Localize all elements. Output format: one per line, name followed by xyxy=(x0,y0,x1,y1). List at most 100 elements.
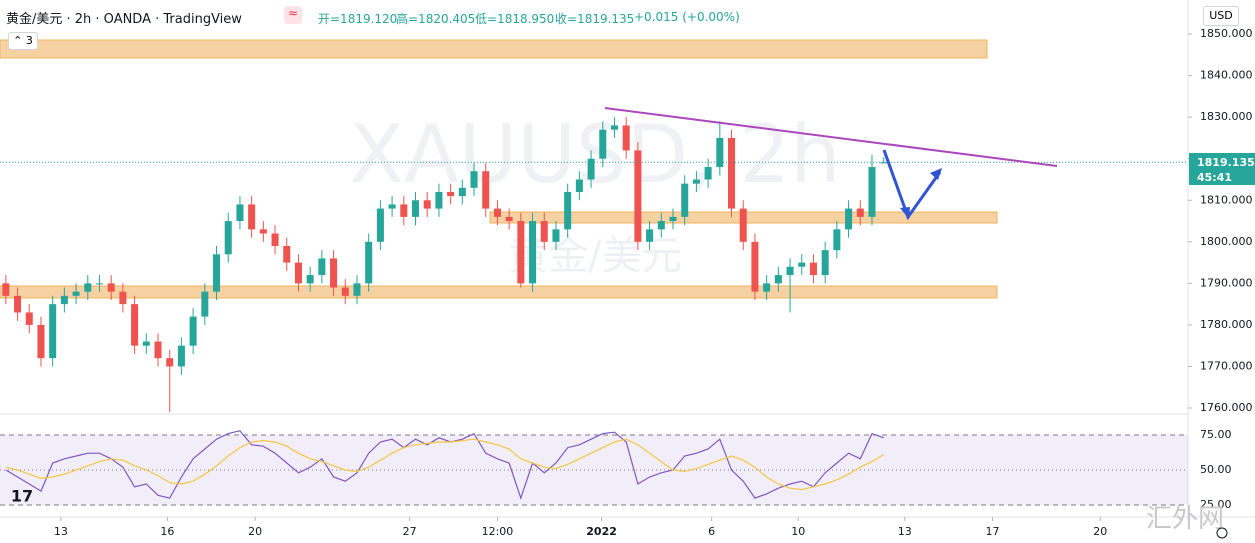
candle-body xyxy=(833,229,841,251)
close-label: 收=1819.135 xyxy=(555,12,635,26)
y-tick-label: 75.00 xyxy=(1200,428,1232,441)
y-tick-label: 25.00 xyxy=(1200,498,1232,511)
candle-body xyxy=(763,283,771,292)
candle-body xyxy=(517,221,525,284)
candle-body xyxy=(14,295,22,313)
x-tick-label: 17 xyxy=(986,525,1000,538)
candle-body xyxy=(856,208,864,217)
x-tick-label: 13 xyxy=(54,525,68,538)
candle-body xyxy=(692,179,700,184)
tv-logo: 17 xyxy=(11,487,33,506)
candle-body xyxy=(447,191,455,197)
candle-body xyxy=(610,125,618,130)
candle-body xyxy=(599,129,607,159)
candle-body xyxy=(868,167,876,217)
y-tick-label: 1790.000 xyxy=(1200,276,1253,289)
candle-body xyxy=(552,229,560,242)
y-tick-label: 1760.000 xyxy=(1200,401,1253,414)
high-label: 高=1820.405 xyxy=(396,12,476,26)
candle-body xyxy=(704,167,712,180)
forecast-arrow xyxy=(882,149,942,221)
candle-body xyxy=(423,200,431,209)
candle-body xyxy=(728,137,736,209)
candle-body xyxy=(809,262,817,276)
candle-body xyxy=(458,187,466,197)
candle-body xyxy=(821,250,829,276)
rsi-line xyxy=(5,438,885,491)
candle-body xyxy=(646,229,654,242)
candle-body xyxy=(189,316,197,346)
y-tick-label: 1830.000 xyxy=(1200,110,1253,123)
candle-body xyxy=(318,258,326,276)
y-tick-label: 1850.000 xyxy=(1200,27,1253,40)
candle-body xyxy=(60,295,68,305)
candle-body xyxy=(236,204,244,222)
candle-body xyxy=(751,241,759,292)
candle-body xyxy=(435,191,443,209)
candle-body xyxy=(634,150,642,242)
candle-body xyxy=(166,358,174,367)
compare-icon[interactable]: ≈ xyxy=(284,6,302,24)
candle-body xyxy=(271,233,279,246)
candle-body xyxy=(294,262,302,284)
candle-body xyxy=(587,158,595,180)
candle-body xyxy=(365,241,373,284)
candle-body xyxy=(177,345,185,367)
y-tick-label: 1770.000 xyxy=(1200,359,1253,372)
x-tick-label: 16 xyxy=(160,525,174,538)
watermark: XAUUSD, 2h xyxy=(349,108,840,201)
rsi-band xyxy=(0,435,1188,506)
candle-body xyxy=(798,262,806,267)
candle-body xyxy=(341,287,349,296)
indicator-count: 3 xyxy=(25,34,33,47)
open-label: 开=1819.120 xyxy=(318,12,398,26)
change-label: +0.015 (+0.00%) xyxy=(634,10,740,24)
candle-body xyxy=(400,204,408,217)
arrow-head xyxy=(900,207,910,219)
candle-body xyxy=(880,162,888,164)
x-tick-label: 27 xyxy=(403,525,417,538)
candle-body xyxy=(622,125,630,151)
resistance-zone xyxy=(0,39,988,59)
candle-body xyxy=(95,283,103,285)
rsi-line xyxy=(5,430,884,500)
settings-icon[interactable] xyxy=(1216,527,1228,539)
candle-body xyxy=(154,341,162,359)
trend-line xyxy=(604,107,1058,167)
candle-body xyxy=(330,258,338,288)
support-zone xyxy=(0,285,998,299)
candle-body xyxy=(739,208,747,242)
x-tick-label: 20 xyxy=(248,525,262,538)
x-tick-label: 2022 xyxy=(586,525,617,538)
candle-body xyxy=(388,204,396,209)
candle-body xyxy=(131,304,139,346)
candle-body xyxy=(248,204,256,230)
symbol-title: 黄金/美元 · 2h · OANDA · TradingView xyxy=(6,12,242,27)
candle-body xyxy=(376,208,384,242)
candle-body xyxy=(470,171,478,188)
x-tick-label: 10 xyxy=(791,525,805,538)
low-label: 低=1818.950 xyxy=(475,12,555,26)
candle-body xyxy=(786,266,794,276)
candle-body xyxy=(84,283,92,292)
arrow-head xyxy=(930,168,942,180)
candle-body xyxy=(283,245,291,263)
x-tick-label: 6 xyxy=(708,525,715,538)
candle-body xyxy=(681,183,689,217)
candle-body xyxy=(411,200,420,217)
x-tick-label: 12:00 xyxy=(482,525,514,538)
x-tick-label: 20 xyxy=(1093,525,1107,538)
candle-body xyxy=(564,191,572,230)
y-tick-label: 1840.000 xyxy=(1200,69,1253,82)
candle-body xyxy=(493,208,501,217)
indicator-toggle[interactable]: ⌃ 3 xyxy=(8,32,38,50)
countdown: 45:41 xyxy=(1197,171,1233,185)
y-tick-label: 1810.000 xyxy=(1200,193,1253,206)
candle-body xyxy=(213,254,221,292)
candle-body xyxy=(353,283,361,296)
candle-body xyxy=(224,221,232,255)
candle-body xyxy=(529,221,537,284)
candle-body xyxy=(540,221,548,242)
currency-button[interactable]: USD xyxy=(1203,6,1239,26)
